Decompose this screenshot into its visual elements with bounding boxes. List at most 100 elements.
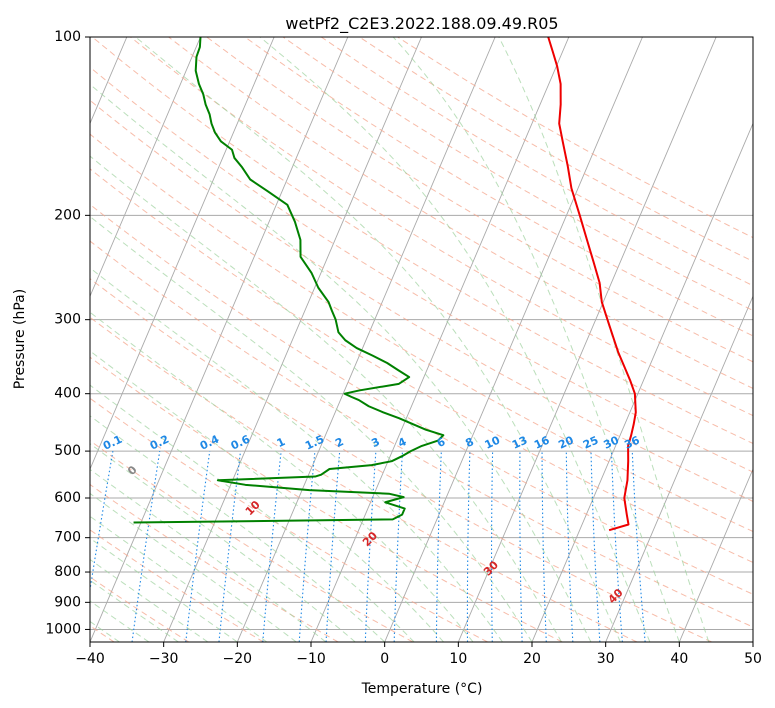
isotherm-line [236, 37, 496, 642]
mixing-ratio-line [131, 451, 161, 642]
x-axis-ticks: −40 −30 −20 −10 0 10 20 30 40 50 [75, 642, 762, 667]
isotherm-line [752, 640, 753, 642]
x-tick-label: 10 [449, 651, 467, 667]
y-tick-label: 100 [54, 29, 81, 45]
mixing-ratio-line [218, 451, 242, 642]
dry-adiabat [90, 168, 753, 563]
x-tick-label: 40 [670, 651, 688, 667]
dry-adiabat [90, 316, 638, 642]
moist-adiabat [259, 37, 651, 642]
moist-adiabat [90, 155, 562, 642]
x-tick-label: 20 [523, 651, 541, 667]
isotherm-line [605, 295, 753, 642]
mixing-ratio-line [298, 451, 316, 642]
isotherm-line [678, 467, 753, 642]
dry-adiabat [90, 278, 712, 642]
moist-adiabat [90, 384, 415, 642]
isotherm-line [90, 37, 349, 642]
temperature-profile [547, 37, 637, 532]
mixing-ratio-line [185, 451, 211, 642]
profile-lines [133, 37, 637, 532]
mixing-ratio-label: 0.4 [198, 432, 221, 452]
dry-adiabat [244, 37, 753, 337]
x-tick-label: −20 [223, 651, 253, 667]
mixing-ratio-label: 25 [581, 434, 600, 452]
dewpoint-profile [133, 37, 445, 524]
dry-adiabat [90, 397, 488, 642]
isotherm-line [90, 37, 201, 298]
mixing-ratio-line [590, 451, 601, 642]
mixing-ratio-label: 2 [333, 435, 345, 450]
mixing-ratio-label: 0.6 [229, 432, 252, 452]
x-tick-label: 30 [597, 651, 615, 667]
mixing-ratio-line [519, 451, 523, 642]
moist-adiabat [90, 267, 503, 642]
y-axis-label: Pressure (hPa) [12, 289, 28, 389]
moist-adiabat [90, 311, 474, 642]
dry-adiabat [359, 37, 753, 262]
dry-adiabat [168, 37, 753, 389]
mixing-ratio-label: 1 [275, 435, 287, 450]
y-tick-label: 700 [54, 530, 81, 546]
mixing-ratio-label: 10 [483, 433, 503, 451]
mixing-ratio-line [262, 451, 282, 642]
dry-adiabat-label: 20 [360, 529, 380, 549]
mixing-ratio-label: 4 [396, 435, 409, 450]
dry-adiabat [90, 133, 753, 533]
mixing-ratio-label: 0.2 [148, 433, 171, 453]
y-tick-label: 600 [54, 490, 81, 506]
isotherm-line [90, 37, 275, 471]
dry-adiabat-label: 30 [481, 558, 501, 578]
dry-adiabat [90, 99, 753, 502]
dry-adiabat [90, 356, 563, 642]
mixing-ratio-line [466, 451, 471, 642]
y-axis-ticks: 100 200 300 400 500 600 700 800 900 1000 [45, 29, 90, 637]
dry-adiabat-label: 0 [125, 463, 140, 478]
mixing-ratio-label: 1.5 [303, 433, 326, 453]
x-tick-label: −10 [296, 651, 326, 667]
moist-adiabat [392, 37, 680, 642]
moist-adiabat [90, 215, 533, 642]
x-tick-label: −40 [75, 651, 105, 667]
moist-adiabat [90, 558, 209, 642]
dry-adiabat-label: 40 [606, 586, 626, 606]
mixing-ratio-label: 16 [532, 433, 552, 451]
x-tick-label: −30 [149, 651, 179, 667]
y-tick-label: 900 [54, 594, 81, 610]
y-tick-label: 800 [54, 564, 81, 580]
x-axis-label: Temperature (°C) [361, 681, 483, 697]
mixing-ratio-label: 3 [369, 435, 381, 450]
dry-adiabat [90, 529, 264, 642]
y-tick-label: 500 [54, 443, 81, 459]
mixing-ratio-label: 6 [435, 435, 448, 450]
mixing-ratio-line [491, 451, 494, 642]
dry-adiabat [90, 440, 414, 642]
isotherm-line [531, 122, 753, 642]
moist-adiabat [90, 443, 356, 642]
dry-adiabat [206, 37, 753, 363]
dry-adiabat [90, 240, 753, 628]
mixing-ratio-label: 30 [602, 433, 622, 451]
dry-adiabat [90, 576, 190, 642]
moist-adiabat [90, 600, 150, 642]
y-tick-label: 1000 [45, 621, 81, 637]
dry-adiabat [90, 203, 753, 595]
mixing-ratio-line [435, 451, 442, 642]
moist-adiabat [90, 515, 268, 642]
plot-frame [89, 36, 754, 643]
y-tick-label: 400 [54, 386, 81, 402]
chart-title: wetPf2_C2E3.2022.188.09.49.R05 [285, 14, 558, 34]
background-lines [90, 37, 753, 642]
dry-adiabat [130, 37, 753, 417]
moist-adiabat [135, 37, 621, 642]
isotherm-line [163, 37, 422, 642]
moist-adiabat [90, 468, 327, 642]
dry-adiabat [90, 483, 339, 642]
dry-adiabat [91, 37, 753, 445]
moist-adiabat [90, 350, 444, 642]
moist-adiabat [498, 37, 710, 642]
mixing-ratio-label: 20 [556, 433, 576, 451]
isotherm-line [384, 37, 643, 642]
